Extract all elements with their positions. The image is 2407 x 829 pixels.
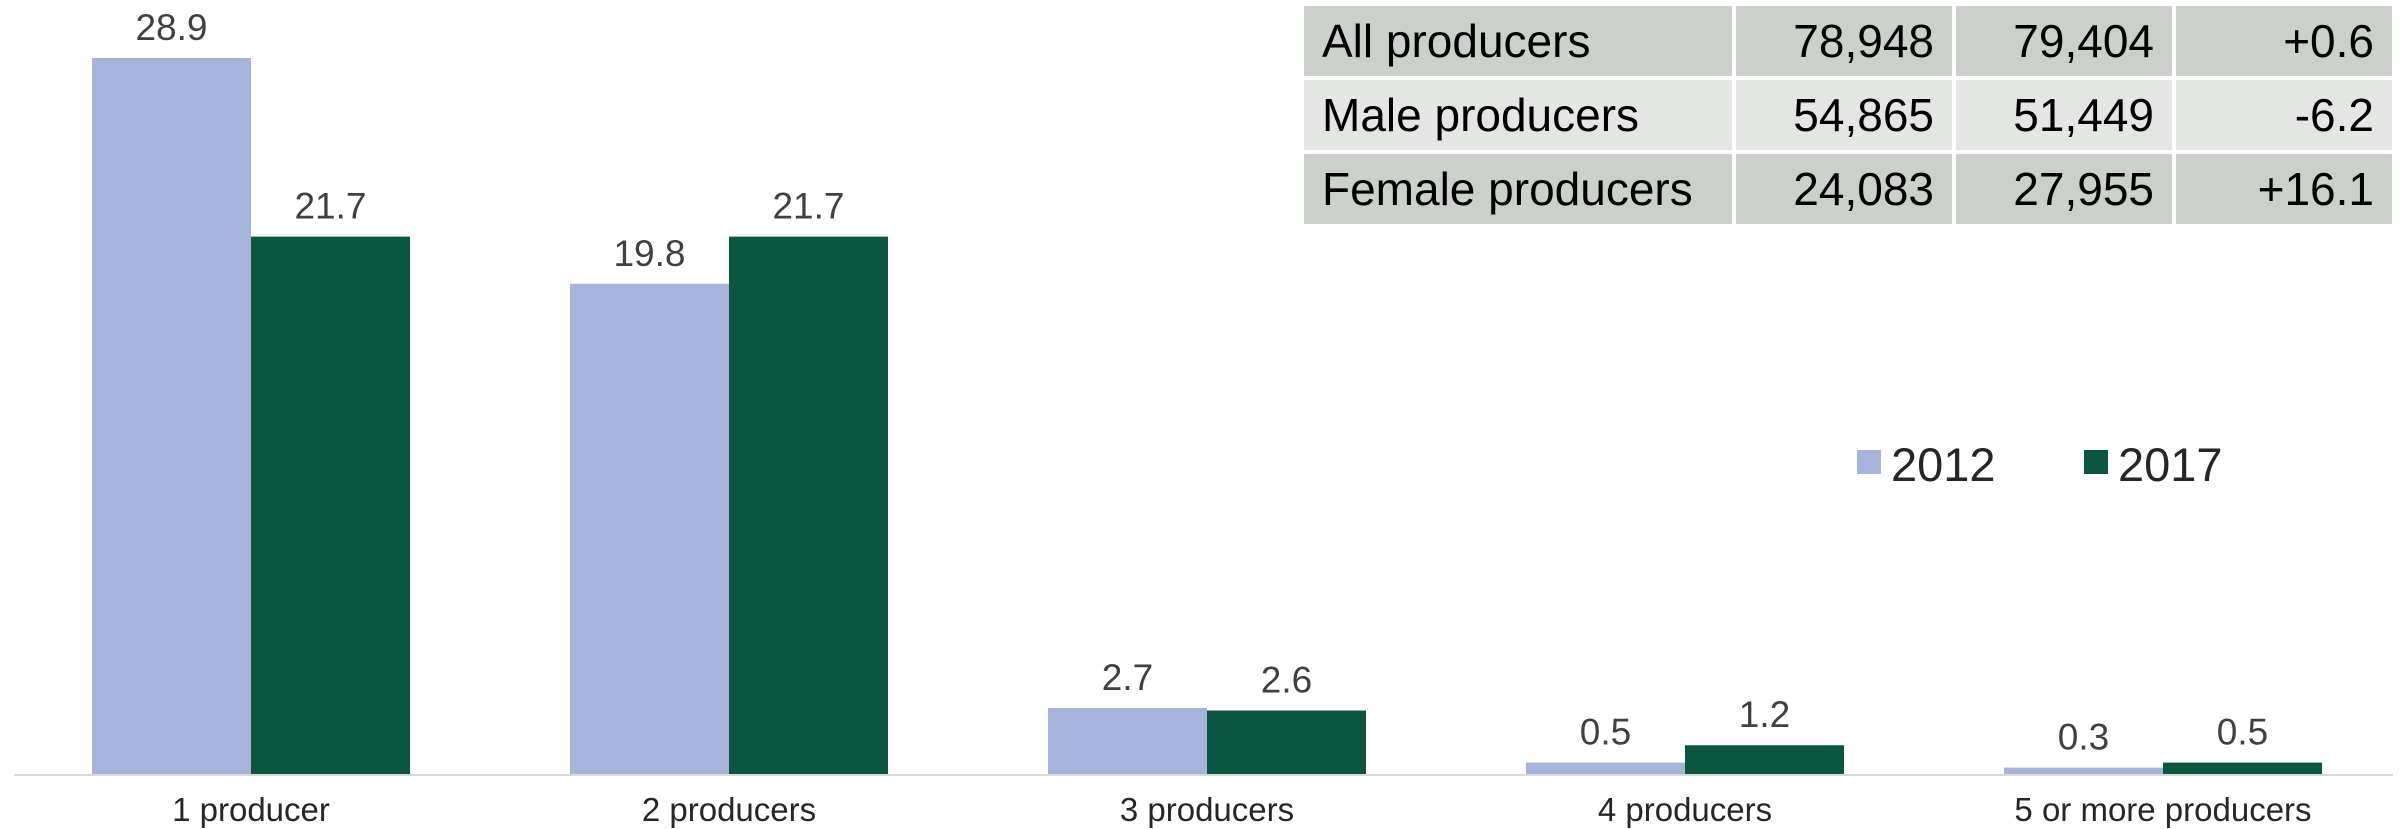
category-labels-group: 1 producer 2 producers 3 producers 4 produc… (172, 791, 2311, 828)
bars-group (92, 58, 2322, 775)
category-label-3: 3 producers (1120, 791, 1294, 828)
data-label-2012-2: 19.8 (613, 233, 685, 274)
value-2012: 78,948 (1736, 6, 1952, 76)
bar-2012-3 (1048, 708, 1207, 775)
bar-2012-2 (570, 283, 729, 775)
bar-2012-1 (92, 58, 251, 775)
row-label: All producers (1304, 6, 1732, 76)
value-2017: 79,404 (1956, 6, 2172, 76)
percent-change: -6.2 (2176, 80, 2392, 150)
bar-2012-4 (1526, 762, 1685, 775)
data-label-2012-3: 2.7 (1102, 657, 1153, 698)
table-row: Male producers 54,865 51,449 -6.2 (1304, 80, 2392, 150)
legend-swatch-2017 (2084, 450, 2108, 474)
data-label-2012-1: 28.9 (135, 7, 207, 48)
bar-2017-2 (729, 236, 888, 775)
percent-change: +16.1 (2176, 154, 2392, 224)
data-label-2017-2: 21.7 (772, 186, 844, 227)
row-label: Male producers (1304, 80, 1732, 150)
value-2017: 51,449 (1956, 80, 2172, 150)
category-label-1: 1 producer (172, 791, 330, 828)
value-2017: 27,955 (1956, 154, 2172, 224)
bar-2017-1 (251, 236, 410, 775)
bar-2017-3 (1207, 710, 1366, 775)
legend: 2012 2017 (1857, 438, 2223, 491)
legend-label-2017: 2017 (2118, 438, 2223, 491)
table-row: Female producers 24,083 27,955 +16.1 (1304, 154, 2392, 224)
data-label-2012-4: 0.5 (1580, 712, 1631, 753)
summary-table: All producers 78,948 79,404 +0.6 Male pr… (1300, 2, 2396, 228)
row-label: Female producers (1304, 154, 1732, 224)
percent-change: +0.6 (2176, 6, 2392, 76)
data-label-2012-5: 0.3 (2058, 717, 2109, 758)
data-label-2017-4: 1.2 (1739, 694, 1790, 735)
legend-label-2012: 2012 (1891, 438, 1996, 491)
value-2012: 54,865 (1736, 80, 1952, 150)
category-label-5: 5 or more producers (2014, 791, 2311, 828)
value-2012: 24,083 (1736, 154, 1952, 224)
data-label-2017-5: 0.5 (2217, 712, 2268, 753)
data-labels-group: 28.9 21.7 19.8 21.7 2.7 2.6 0.5 1.2 0.3 0.5 (135, 7, 2268, 758)
bar-2017-4 (1685, 745, 1844, 775)
data-label-2017-1: 21.7 (294, 186, 366, 227)
table-row: All producers 78,948 79,404 +0.6 (1304, 6, 2392, 76)
bar-2012-5 (2004, 767, 2163, 775)
legend-swatch-2012 (1857, 450, 1881, 474)
category-label-4: 4 producers (1598, 791, 1772, 828)
bar-2017-5 (2163, 762, 2322, 775)
data-label-2017-3: 2.6 (1261, 659, 1312, 700)
category-label-2: 2 producers (642, 791, 816, 828)
